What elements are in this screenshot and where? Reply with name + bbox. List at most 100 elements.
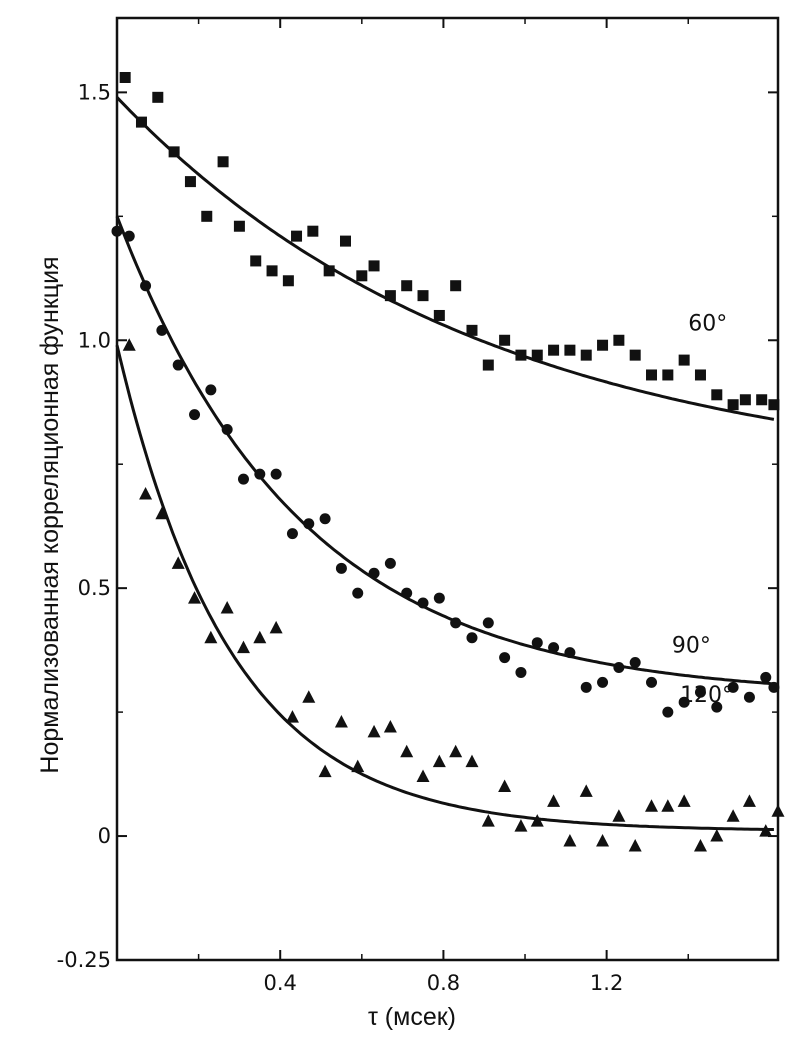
circle-point (515, 666, 527, 678)
square-point (580, 349, 592, 361)
triangle-point (188, 591, 202, 604)
square-point (662, 369, 674, 381)
triangle-point (204, 630, 218, 644)
square-point (548, 344, 560, 356)
square-point (217, 156, 229, 168)
circle-point (450, 617, 462, 629)
triangle-point (122, 338, 136, 351)
data-points (111, 71, 785, 852)
circle-point (417, 597, 429, 609)
square-point (168, 146, 180, 158)
square-point (152, 91, 164, 103)
square-point (201, 210, 213, 222)
triangle-point (416, 769, 430, 783)
circle-point (401, 587, 413, 599)
y-tick-label: 1.5 (78, 80, 111, 104)
square-point (417, 290, 429, 302)
circle-point (597, 676, 609, 688)
circle-point (270, 468, 282, 480)
square-point (613, 334, 625, 346)
triangle-point (285, 710, 299, 723)
square-point (339, 235, 351, 247)
circle-point (111, 225, 123, 237)
circle-point (499, 652, 511, 664)
square-point (433, 309, 445, 321)
labels: -0.25 0 0.5 1.0 1.5 0.4 0.8 1.2 60° 90° 120° (57, 80, 733, 995)
square-point (629, 349, 641, 361)
triangle-point (759, 824, 773, 837)
circle-point (237, 473, 249, 485)
square-point (119, 71, 131, 83)
circle-point (140, 280, 152, 292)
triangle-point (661, 799, 675, 812)
circle-point (303, 518, 315, 530)
square-point (531, 349, 543, 361)
square-point (250, 255, 262, 267)
circle-point (335, 562, 347, 574)
triangle-point (596, 834, 610, 847)
circle-point (221, 424, 233, 436)
triangle-point (302, 690, 316, 703)
circle-point (629, 657, 641, 669)
circle-point (743, 691, 755, 703)
triangle-point (253, 630, 267, 644)
triangle-point (351, 759, 365, 773)
circle-point (286, 528, 298, 540)
triangle-point (693, 838, 707, 852)
circle-point (580, 681, 592, 693)
triangle-point (547, 794, 561, 807)
y-tick-label: 1.0 (78, 328, 111, 352)
triangle-point (236, 640, 250, 654)
triangle-point (612, 809, 626, 822)
triangle-point (710, 829, 724, 842)
circle-point (548, 642, 560, 654)
square-point (307, 225, 319, 237)
y-tick-label: 0 (98, 824, 111, 848)
x-tick-label: 1.2 (590, 971, 623, 995)
square-point (291, 230, 303, 242)
square-point (739, 394, 751, 406)
triangle-point (498, 779, 512, 792)
square-point (401, 280, 413, 292)
fit-curve-0 (115, 96, 775, 421)
square-point (515, 349, 527, 361)
circle-point (123, 230, 135, 242)
fit-curves (115, 96, 775, 831)
square-point (466, 324, 478, 336)
square-point (756, 394, 768, 406)
circle-point (482, 617, 494, 629)
triangle-point (269, 620, 283, 634)
square-point (768, 399, 780, 411)
square-point (711, 389, 723, 401)
plot-frame (115, 16, 780, 962)
square-point (482, 359, 494, 371)
triangle-point (432, 754, 446, 768)
triangle-point (726, 809, 740, 822)
circle-point (466, 632, 478, 644)
circle-point (662, 706, 674, 718)
y-tick-label: 0.5 (78, 576, 111, 600)
y-tick-label: -0.25 (57, 948, 111, 972)
axis-ticks (117, 18, 778, 961)
triangle-point (645, 799, 659, 812)
circle-point (319, 513, 331, 525)
circle-point (564, 647, 576, 659)
square-point (678, 354, 690, 366)
circle-point (727, 681, 739, 693)
circle-point (156, 324, 168, 336)
square-point (727, 399, 739, 411)
square-point (646, 369, 658, 381)
triangle-point (139, 486, 153, 500)
square-point (356, 270, 368, 282)
square-point (694, 369, 706, 381)
circle-point (352, 587, 364, 599)
triangle-point (677, 794, 691, 807)
square-point (266, 265, 278, 277)
circle-point (711, 701, 723, 713)
triangle-point (367, 724, 381, 738)
circle-point (384, 557, 396, 569)
circle-point (172, 359, 184, 371)
x-axis-title: τ (мсек) (368, 1003, 456, 1031)
square-point (233, 220, 245, 232)
